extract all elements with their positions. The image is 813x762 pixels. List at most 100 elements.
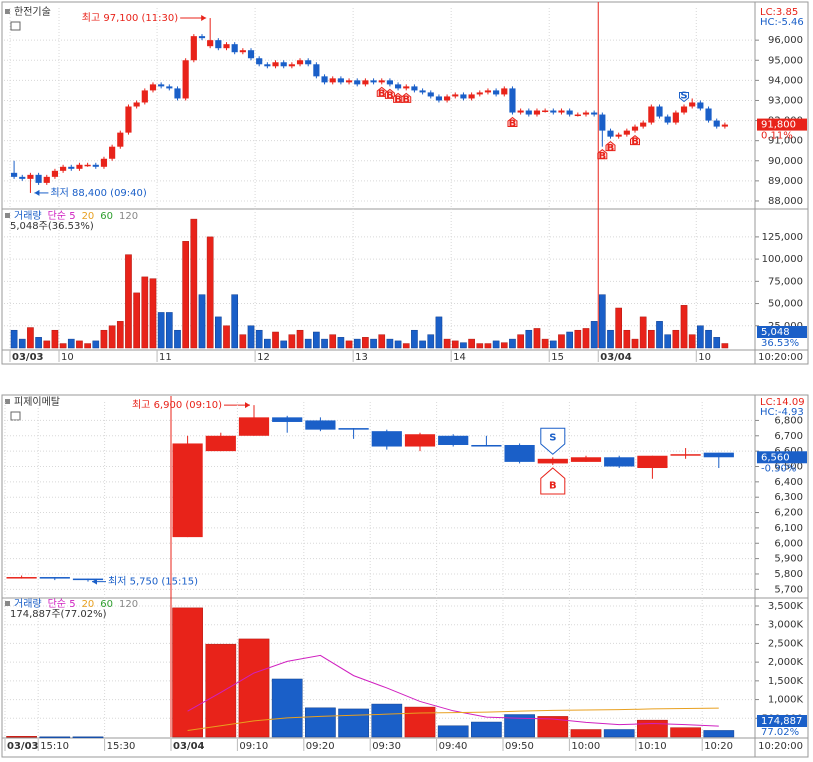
volume-bar [541,338,549,349]
volume-bar [59,343,67,349]
candle-body [501,88,508,95]
candle-body [703,452,734,458]
candle-body [174,88,181,99]
lc-label: LC:3.85 [760,7,798,18]
panel-icon[interactable] [10,411,21,421]
candle-body [403,86,410,89]
legend-entry: 단순 5 [48,598,76,610]
y-tick-label: 1,500K [768,676,804,687]
candle-body [158,84,165,87]
candle-body [11,172,18,177]
candle-body [109,146,116,159]
candle-body [305,60,312,65]
volume-note: 174,887주(77.02%) [10,609,107,620]
lc-label: LC:14.09 [760,397,805,408]
buy-signal-label: B [402,95,410,106]
volume-bar [705,329,712,349]
volume-bar [721,343,729,349]
volume-bar [165,312,173,349]
last-value-label: 5,048 [761,327,790,338]
volume-bar [10,329,18,349]
y-tick-label: 6,000 [774,538,803,549]
legend-entry: 20 [82,211,95,222]
y-tick-label: 100,000 [762,254,803,265]
candle-body [198,36,206,39]
volume-bar [18,338,26,349]
y-tick-label: 95,000 [768,55,803,66]
moving-average-line [187,707,719,731]
volume-bar [39,736,71,739]
legend-entry: 120 [119,599,138,610]
last-value-label: 91,800 [761,120,796,131]
candle-body [411,86,418,91]
candle-body [337,78,344,83]
volume-bar [271,678,303,738]
candle-body [672,112,679,123]
moving-average-line [187,654,719,727]
time-label: 10:20:00 [758,352,803,363]
x-tick-label: 09:40 [439,741,468,752]
volume-bar [437,725,469,738]
buy-signal-label: B [386,91,394,102]
volume-bar [141,276,149,349]
high-note: 최고 6,900 (09:10) [132,399,222,411]
volume-bar [664,334,672,349]
volume-bar [558,334,565,349]
x-tick-label: 10:10 [638,741,667,752]
buy-signal-label: B [631,137,639,148]
x-tick-label: 09:20 [306,741,335,752]
volume-bar [116,321,124,349]
legend-entry: 거래량 [14,210,42,222]
buy-signal-label: B [607,143,615,154]
candle-body [207,40,214,47]
volume-bar [84,343,91,349]
volume-bar [67,338,75,349]
volume-bar [231,294,239,349]
buy-signal [376,86,387,97]
sell-signal [679,91,690,103]
candle-body [550,110,557,113]
volume-bar [525,329,533,349]
last-value-label: 6,560 [761,452,790,463]
candle-body [637,455,668,469]
y-tick-label: 5,700 [774,584,803,595]
volume-bar [100,329,108,349]
volume-bar [680,305,688,349]
volume-bar [582,328,590,349]
x-tick-label: 12 [257,352,270,363]
candle-body [72,578,104,581]
candle-body [570,457,602,462]
candle-body [149,84,157,91]
volume-bar [157,312,165,349]
candle-body [574,114,581,117]
x-tick-label: 10:00 [571,741,600,752]
candle-body [680,106,688,113]
volume-bar [404,706,436,738]
candle-body [362,80,369,85]
y-tick-label: 5,800 [774,569,803,580]
y-tick-label: 6,400 [774,477,803,488]
panel-icon[interactable] [10,21,21,31]
volume-bar [255,329,263,349]
volume-bar [72,736,104,739]
volume-bar [27,327,34,349]
candle-body [223,44,230,49]
y-tick-label: 6,800 [774,415,803,426]
x-tick-label: 15:10 [40,741,69,752]
low-note: 최저 5,750 (15:15) [108,576,198,588]
candle-body [558,110,565,113]
volume-bar [697,325,704,349]
volume-bar [688,334,696,349]
candle-body [172,443,203,538]
volume-bar [394,340,402,349]
volume-bar [51,329,59,349]
last-change: 0.11% [761,131,793,142]
candle-body [664,116,671,123]
x-tick-label: 10:20 [704,741,733,752]
candle-body [386,80,393,85]
volume-bar [247,325,255,349]
candle-body [394,84,402,89]
y-tick-label: 90,000 [768,156,803,167]
candle-body [591,112,598,115]
volume-bar [427,334,435,349]
